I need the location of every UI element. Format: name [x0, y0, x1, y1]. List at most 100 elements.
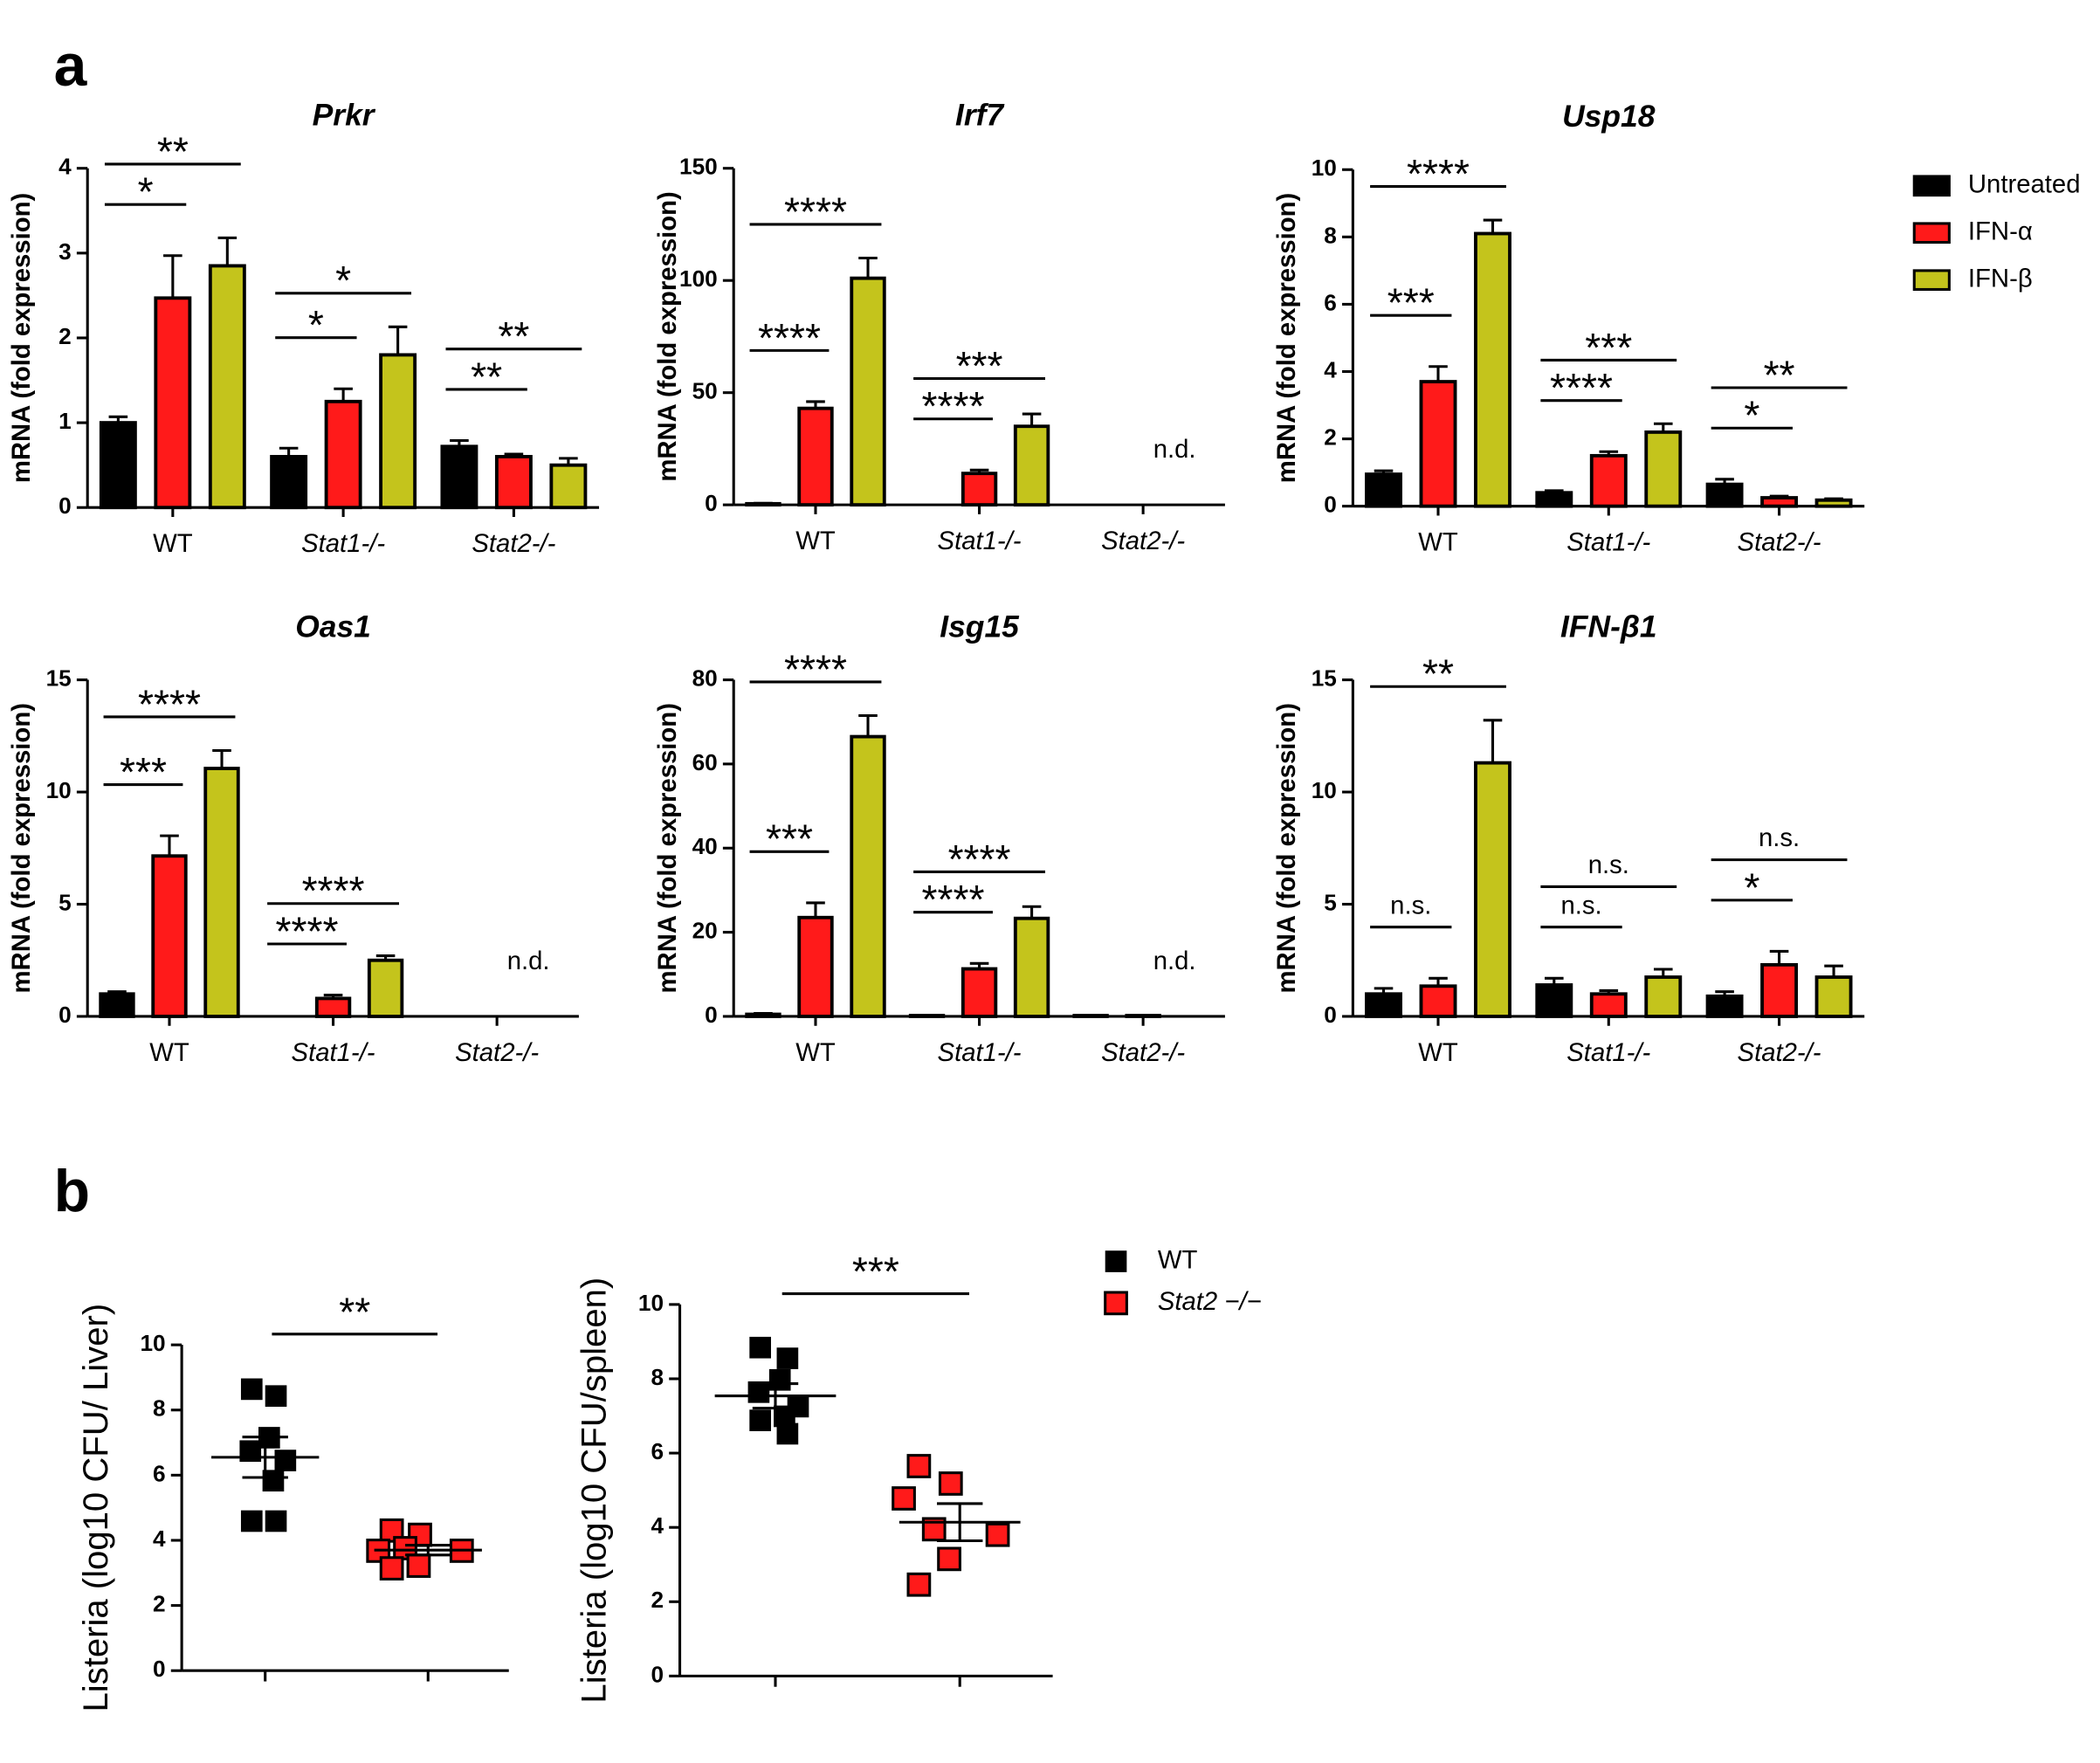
bar [208, 264, 246, 510]
y-tick-label: 40 [692, 833, 718, 859]
legend-swatch [1105, 1250, 1127, 1272]
data-point [379, 1556, 404, 1581]
data-point [747, 1381, 770, 1403]
bar [314, 996, 352, 1018]
y-tick-label: 2 [153, 1591, 166, 1617]
legend-label: Untreated [1968, 170, 2081, 199]
panel-label: b [54, 1159, 90, 1224]
bar [367, 958, 404, 1018]
y-tick-label: 15 [46, 665, 72, 691]
legend-label: IFN-β [1968, 264, 2033, 293]
y-tick-label: 10 [1312, 777, 1337, 803]
x-tick-label: Stat2-/- [1738, 1038, 1821, 1067]
x-tick-label: WT [1418, 1038, 1458, 1067]
legend-swatch [1912, 269, 1951, 292]
y-tick-label: 60 [692, 749, 718, 775]
data-point [906, 1572, 932, 1597]
bar [1474, 231, 1511, 508]
bar [850, 734, 886, 1018]
y-tick-label: 0 [59, 492, 72, 519]
chart-title: Isg15 [940, 609, 1020, 644]
significance-label: **** [948, 837, 1011, 882]
y-tick-label: 0 [153, 1656, 166, 1682]
legend-label: WT [1158, 1245, 1198, 1274]
significance-label: ** [339, 1289, 370, 1334]
bar [203, 767, 240, 1018]
y-tick-label: 0 [705, 1002, 718, 1028]
bar [324, 399, 362, 510]
data-point [985, 1522, 1010, 1547]
y-tick-label: 100 [679, 265, 718, 292]
y-tick-label: 3 [59, 238, 72, 265]
data-point [776, 1347, 799, 1369]
bar [154, 296, 192, 510]
bar [1419, 984, 1457, 1018]
legend-label: Stat2 −/− [1158, 1287, 1262, 1316]
bar [1474, 761, 1511, 1018]
significance-label: * [1744, 393, 1759, 438]
significance-label: *** [1387, 280, 1435, 326]
significance-label: **** [302, 868, 365, 913]
bar [1760, 962, 1799, 1018]
y-tick-label: 0 [705, 490, 718, 516]
bar [1535, 491, 1573, 508]
significance-label: **** [784, 189, 847, 234]
x-tick-label: Stat1-/- [292, 1038, 375, 1067]
y-tick-label: 2 [1324, 424, 1337, 451]
significance-label: **** [1550, 365, 1613, 410]
bar [440, 444, 479, 510]
y-tick-label: 4 [1324, 356, 1337, 382]
bar [1013, 424, 1050, 507]
bar [797, 915, 834, 1018]
x-tick-label: WT [795, 527, 836, 555]
x-tick-label: Stat1-/- [938, 1038, 1022, 1067]
y-tick-label: 5 [59, 889, 72, 915]
significance-label: *** [120, 749, 167, 795]
y-axis-label: mRNA (fold expression) [653, 191, 682, 481]
significance-label: ** [1764, 352, 1795, 397]
x-tick-label: Stat2-/- [472, 529, 555, 558]
y-tick-label: 150 [679, 154, 718, 180]
y-axis-label: mRNA (fold expression) [1272, 193, 1301, 483]
bar [99, 992, 135, 1018]
significance-label: **** [1407, 151, 1470, 196]
data-point [240, 1378, 263, 1401]
bar [1814, 498, 1853, 508]
y-tick-label: 0 [1324, 492, 1337, 518]
bar [1589, 992, 1628, 1018]
y-tick-label: 6 [651, 1438, 664, 1464]
y-tick-label: 10 [140, 1330, 165, 1356]
bar [1814, 975, 1853, 1018]
data-point [749, 1409, 771, 1431]
chart-title: Oas1 [295, 609, 371, 644]
x-tick-label: WT [149, 1038, 189, 1067]
bar [960, 967, 998, 1018]
significance-label: *** [852, 1249, 899, 1294]
significance-label: ** [157, 128, 189, 174]
y-tick-label: 80 [692, 665, 718, 691]
significance-label: * [335, 258, 351, 303]
significance-label: * [138, 169, 154, 215]
data-point [406, 1553, 431, 1578]
data-point [937, 1546, 961, 1572]
significance-label: * [1744, 864, 1759, 910]
y-tick-label: 0 [1324, 1002, 1337, 1028]
y-tick-label: 4 [153, 1525, 166, 1552]
y-axis-label: mRNA (fold expression) [1272, 703, 1301, 993]
y-tick-label: 20 [692, 918, 718, 944]
significance-label: n.s. [1390, 891, 1431, 919]
y-axis-label: mRNA (fold expression) [653, 703, 682, 993]
y-tick-label: 0 [59, 1002, 72, 1028]
x-tick-label: WT [1418, 528, 1458, 557]
bar [1644, 975, 1683, 1018]
bar [99, 421, 137, 510]
significance-label: n.s. [1759, 823, 1800, 852]
bar [960, 472, 998, 507]
y-tick-label: 8 [651, 1364, 664, 1390]
data-point [265, 1385, 287, 1408]
data-point [239, 1440, 262, 1463]
significance-label: ** [471, 354, 502, 399]
y-tick-label: 2 [59, 323, 72, 349]
bar [1365, 992, 1402, 1018]
significance-label: * [308, 302, 324, 348]
